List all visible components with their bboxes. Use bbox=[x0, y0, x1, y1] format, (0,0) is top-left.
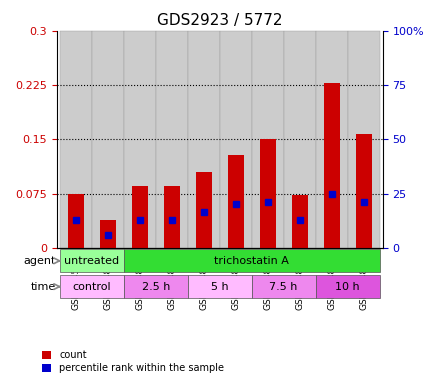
Bar bbox=[355, 134, 371, 248]
FancyBboxPatch shape bbox=[92, 31, 123, 248]
FancyBboxPatch shape bbox=[59, 249, 123, 272]
FancyBboxPatch shape bbox=[251, 31, 283, 248]
Text: 7.5 h: 7.5 h bbox=[269, 281, 297, 291]
Bar bbox=[132, 186, 148, 248]
FancyBboxPatch shape bbox=[123, 31, 155, 248]
Bar bbox=[227, 155, 243, 248]
Text: untreated: untreated bbox=[64, 256, 119, 266]
FancyBboxPatch shape bbox=[123, 249, 379, 272]
Text: 5 h: 5 h bbox=[210, 281, 228, 291]
FancyBboxPatch shape bbox=[123, 275, 187, 298]
Text: trichostatin A: trichostatin A bbox=[214, 256, 289, 266]
FancyBboxPatch shape bbox=[187, 31, 219, 248]
Bar bbox=[68, 194, 83, 248]
Legend: count, percentile rank within the sample: count, percentile rank within the sample bbox=[39, 349, 226, 375]
Bar bbox=[259, 139, 275, 248]
Text: 10 h: 10 h bbox=[335, 281, 359, 291]
Bar bbox=[163, 186, 179, 248]
FancyBboxPatch shape bbox=[155, 31, 187, 248]
FancyBboxPatch shape bbox=[59, 31, 92, 248]
Bar bbox=[323, 83, 339, 248]
FancyBboxPatch shape bbox=[347, 31, 379, 248]
Bar bbox=[99, 220, 115, 248]
FancyBboxPatch shape bbox=[315, 275, 379, 298]
FancyBboxPatch shape bbox=[283, 31, 315, 248]
Text: time: time bbox=[30, 281, 56, 291]
Text: control: control bbox=[72, 281, 111, 291]
FancyBboxPatch shape bbox=[219, 31, 251, 248]
FancyBboxPatch shape bbox=[187, 275, 251, 298]
FancyBboxPatch shape bbox=[251, 275, 315, 298]
Bar bbox=[291, 195, 307, 248]
Text: 2.5 h: 2.5 h bbox=[141, 281, 170, 291]
FancyBboxPatch shape bbox=[59, 275, 123, 298]
Bar bbox=[195, 172, 211, 248]
Title: GDS2923 / 5772: GDS2923 / 5772 bbox=[157, 13, 282, 28]
FancyBboxPatch shape bbox=[315, 31, 347, 248]
Text: agent: agent bbox=[23, 256, 56, 266]
